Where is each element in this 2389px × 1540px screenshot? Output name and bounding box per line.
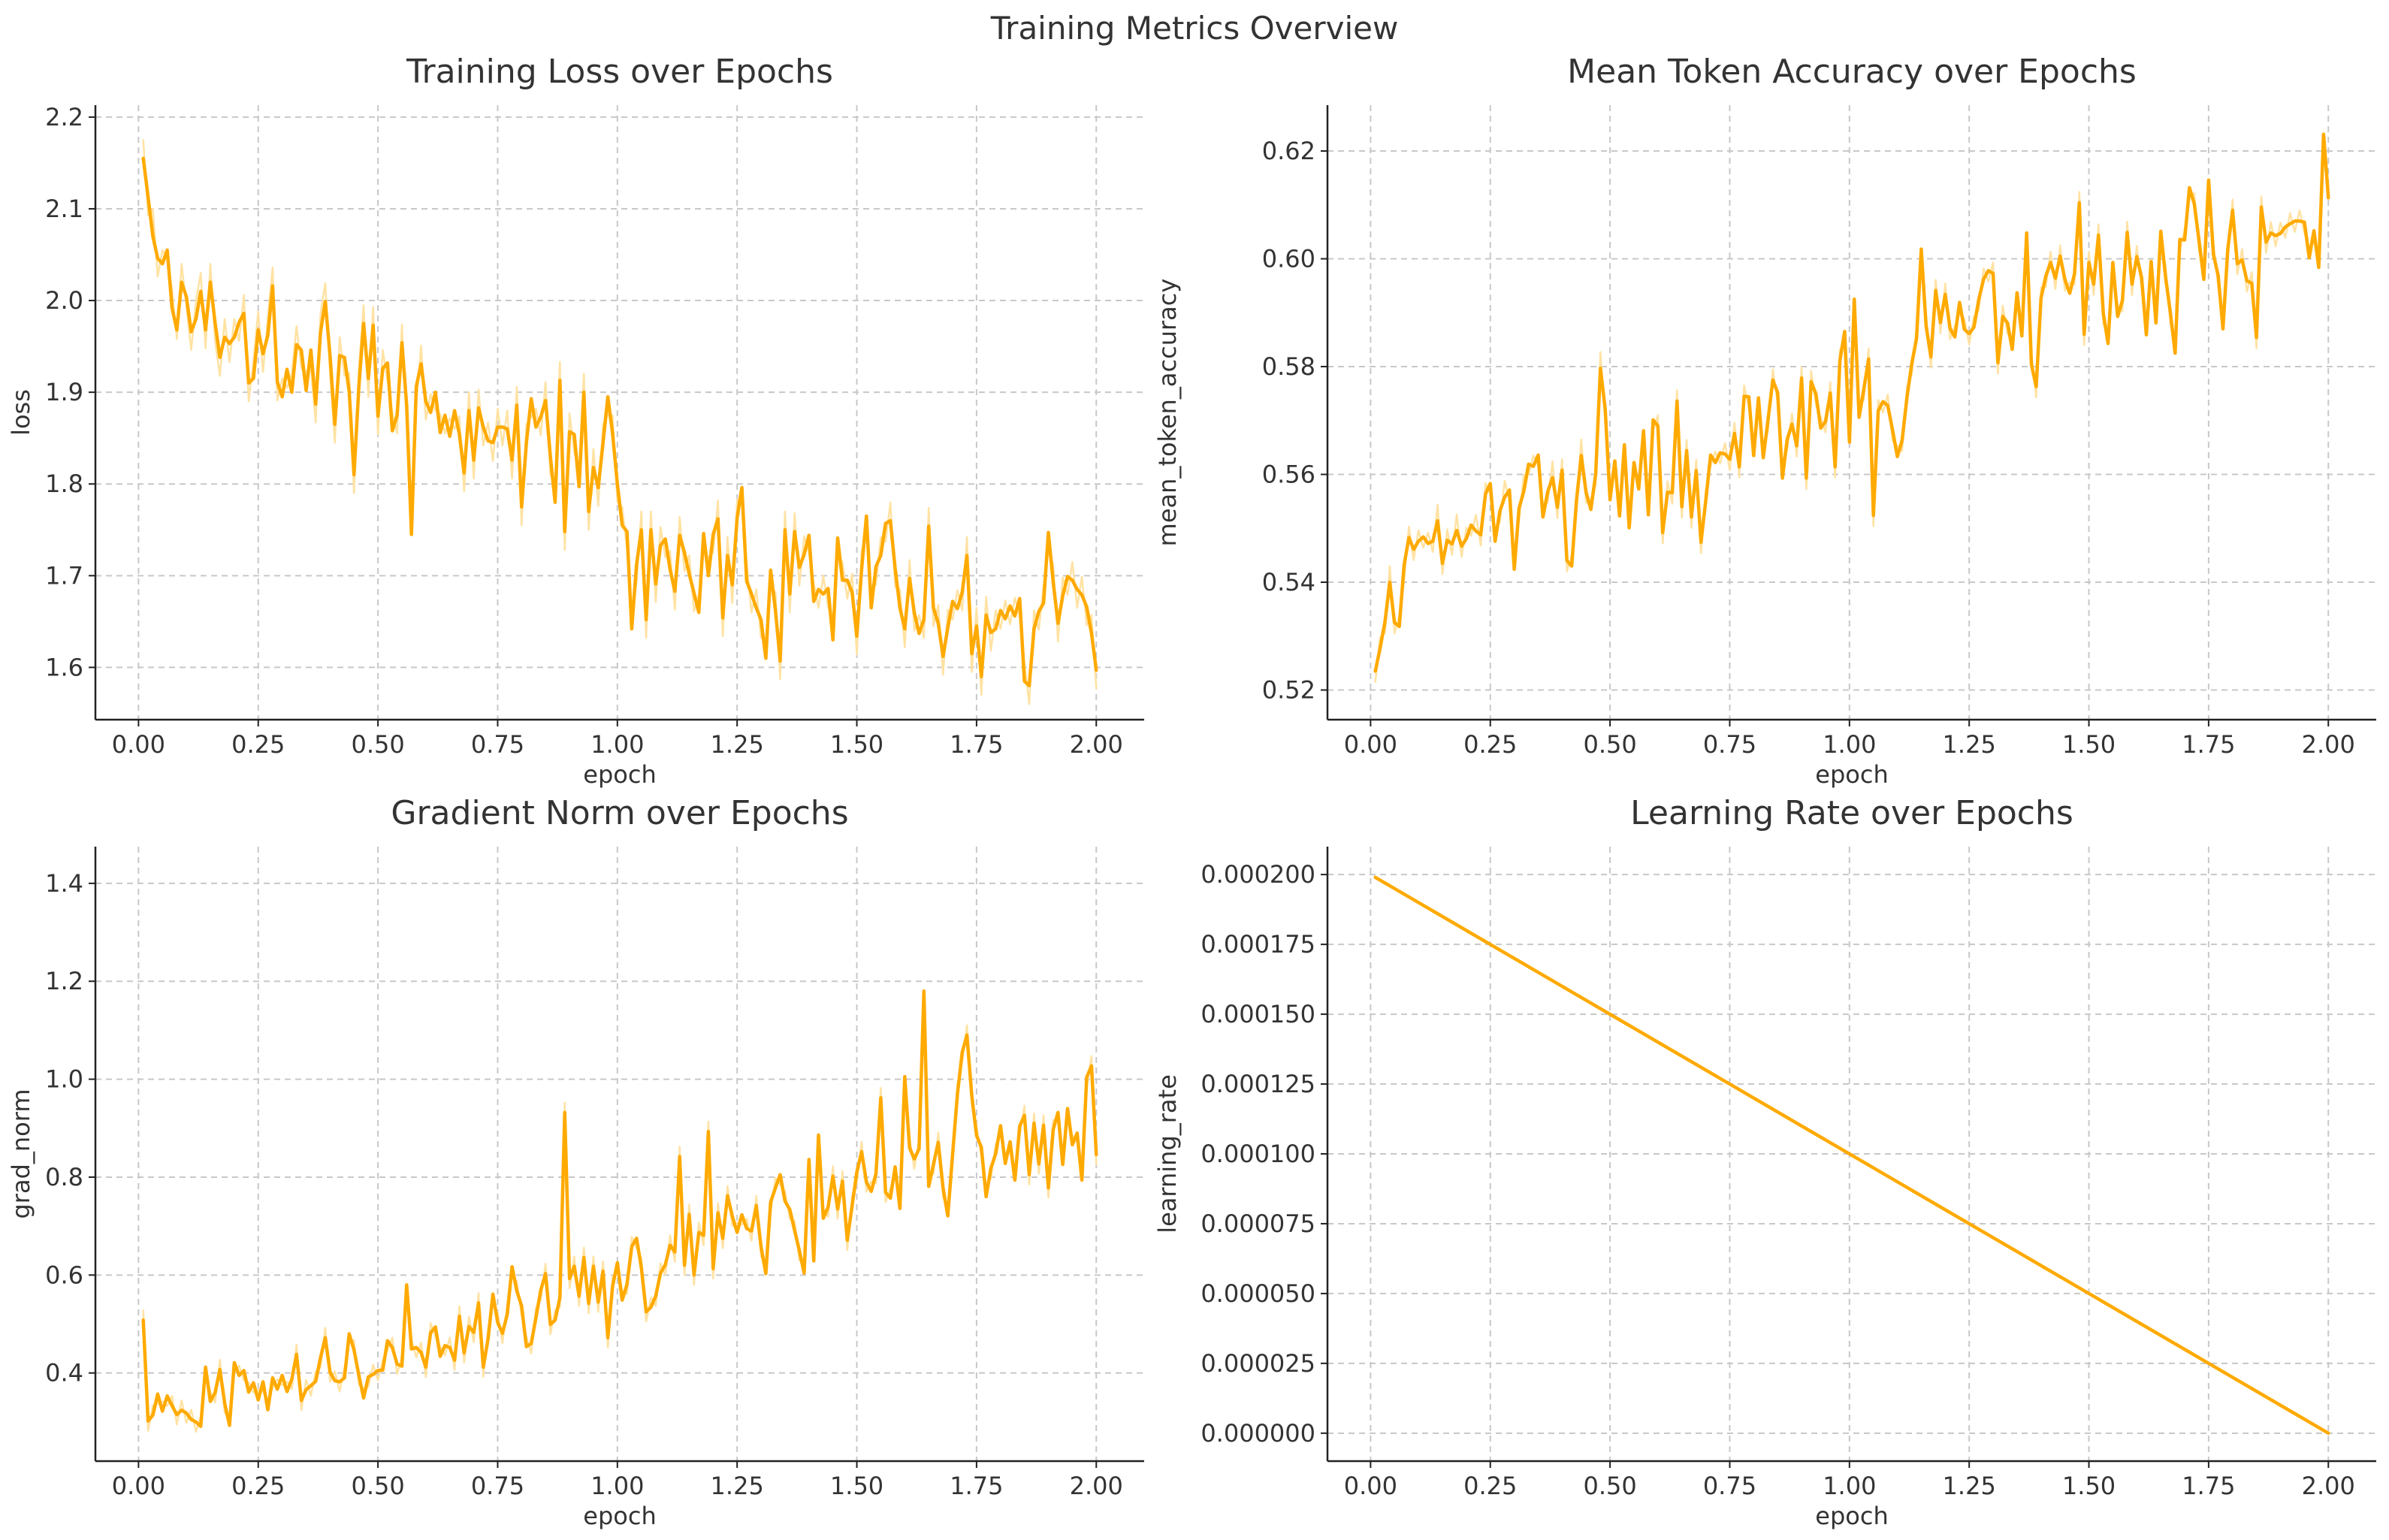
chart-panel-0: 0.00 0.25 0.50 0.75 1.00 1.25 1.50 1.75 2.00 1.6 1…: [7, 53, 1144, 789]
x-tick-label: 0.75: [1703, 730, 1756, 759]
x-tick-label: 1.50: [830, 1472, 883, 1500]
x-tick-label: 1.50: [2062, 1472, 2116, 1500]
x-axis-label: epoch: [583, 1502, 656, 1530]
chart-panel-3: 0.00 0.25 0.50 0.75 1.00 1.25 1.50 1.75 2.00 0.00…: [1153, 794, 2376, 1530]
y-tick-label: 1.6: [45, 653, 83, 681]
x-tick-label: 0.50: [1583, 1472, 1636, 1500]
x-tick-label: 0.00: [112, 730, 165, 759]
y-axis-label: learning_rate: [1153, 1074, 1182, 1234]
x-tick-label: 1.75: [2182, 730, 2235, 759]
x-tick-label: 1.00: [590, 730, 644, 759]
y-tick-label: 1.8: [45, 470, 83, 498]
smoothed-series-line: [1373, 875, 2330, 1436]
raw-series-line: [142, 139, 1098, 705]
y-tick-label: 1.4: [45, 869, 83, 898]
raw-series-line: [142, 1000, 1098, 1433]
y-tick-label: 0.000075: [1201, 1209, 1315, 1238]
x-tick-label: 1.50: [2062, 730, 2116, 759]
x-tick-label: 0.00: [1344, 730, 1397, 759]
x-tick-label: 0.75: [471, 730, 524, 759]
x-tick-label: 0.50: [1583, 730, 1636, 759]
x-tick-label: 0.25: [1463, 730, 1517, 759]
y-tick-label: 2.2: [45, 103, 83, 131]
x-tick-label: 0.25: [1463, 1472, 1517, 1500]
y-tick-label: 2.1: [45, 195, 83, 223]
x-tick-label: 2.00: [1070, 1472, 1123, 1500]
smoothed-series-line: [141, 989, 1098, 1428]
chart-title: Gradient Norm over Epochs: [391, 794, 848, 832]
smoothed-series-line: [1373, 132, 2330, 673]
y-axis-label: loss: [7, 389, 35, 436]
y-tick-label: 0.56: [1262, 460, 1315, 489]
y-tick-label: 0.52: [1262, 676, 1315, 705]
x-tick-label: 0.75: [471, 1472, 524, 1500]
x-tick-label: 1.00: [590, 1472, 644, 1500]
x-tick-label: 2.00: [2302, 730, 2355, 759]
x-tick-label: 1.25: [711, 730, 764, 759]
y-tick-label: 0.000125: [1201, 1070, 1315, 1098]
y-tick-label: 1.2: [45, 967, 83, 995]
y-tick-label: 0.000200: [1201, 860, 1315, 889]
smoothed-series-line: [141, 156, 1098, 688]
y-tick-label: 0.8: [45, 1163, 83, 1191]
x-tick-label: 2.00: [1070, 730, 1123, 759]
chart-title: Mean Token Accuracy over Epochs: [1567, 53, 2137, 91]
chart-panel-1: 0.00 0.25 0.50 0.75 1.00 1.25 1.50 1.75 2.00 0.52…: [1153, 53, 2376, 789]
x-tick-label: 1.25: [1943, 1472, 1996, 1500]
y-tick-label: 2.0: [45, 286, 83, 315]
y-tick-label: 1.0: [45, 1065, 83, 1094]
y-tick-label: 0.60: [1262, 245, 1315, 273]
y-tick-label: 0.6: [45, 1261, 83, 1289]
chart-panel-2: 0.00 0.25 0.50 0.75 1.00 1.25 1.50 1.75 2.00 0.4 0…: [7, 794, 1144, 1530]
y-tick-label: 0.54: [1262, 568, 1315, 596]
x-tick-label: 1.00: [1823, 730, 1876, 759]
y-axis-label: mean_token_accuracy: [1153, 279, 1182, 547]
y-tick-label: 0.000000: [1201, 1419, 1315, 1448]
x-axis-label: epoch: [1815, 760, 1888, 789]
chart-title: Training Loss over Epochs: [406, 53, 833, 91]
y-tick-label: 1.9: [45, 378, 83, 406]
x-tick-label: 0.00: [112, 1472, 165, 1500]
x-tick-label: 1.25: [711, 1472, 764, 1500]
x-tick-label: 1.25: [1943, 730, 1996, 759]
x-axis-label: epoch: [1815, 1502, 1888, 1530]
x-tick-label: 1.00: [1823, 1472, 1876, 1500]
chart-title: Learning Rate over Epochs: [1630, 794, 2073, 832]
y-tick-label: 0.000025: [1201, 1349, 1315, 1378]
x-tick-label: 0.25: [231, 1472, 285, 1500]
y-tick-label: 0.000100: [1201, 1140, 1315, 1168]
x-tick-label: 1.75: [2182, 1472, 2235, 1500]
x-tick-label: 1.75: [950, 1472, 1003, 1500]
x-tick-label: 2.00: [2302, 1472, 2355, 1500]
x-tick-label: 1.75: [950, 730, 1003, 759]
y-tick-label: 0.58: [1262, 352, 1315, 381]
y-tick-label: 0.000150: [1201, 1000, 1315, 1028]
x-tick-label: 0.25: [231, 730, 285, 759]
y-tick-label: 0.62: [1262, 137, 1315, 165]
y-tick-label: 0.000050: [1201, 1279, 1315, 1308]
x-tick-label: 0.75: [1703, 1472, 1756, 1500]
y-tick-label: 0.000175: [1201, 930, 1315, 959]
y-axis-label: grad_norm: [7, 1089, 35, 1218]
x-tick-label: 1.50: [830, 730, 883, 759]
x-tick-label: 0.00: [1344, 1472, 1397, 1500]
y-tick-label: 0.4: [45, 1359, 83, 1388]
x-tick-label: 0.50: [351, 730, 404, 759]
x-tick-label: 0.50: [351, 1472, 404, 1500]
x-axis-label: epoch: [583, 760, 656, 789]
y-tick-label: 1.7: [45, 561, 83, 590]
figure-title: Training Metrics Overview: [990, 10, 1399, 47]
